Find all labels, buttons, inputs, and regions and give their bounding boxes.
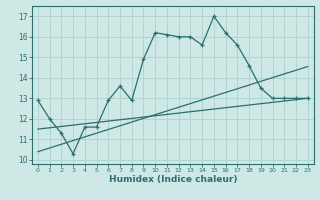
X-axis label: Humidex (Indice chaleur): Humidex (Indice chaleur)	[108, 175, 237, 184]
